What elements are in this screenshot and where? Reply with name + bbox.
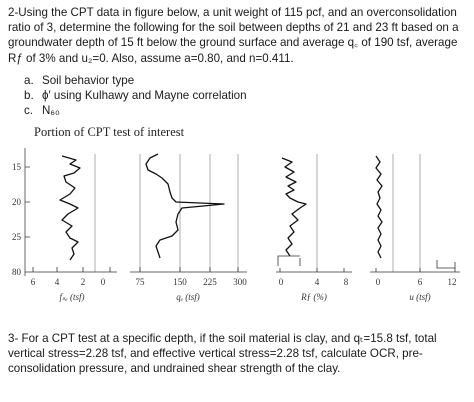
qc-axis [130, 267, 247, 273]
qc-axis-label: qₑ (tsf) [176, 292, 200, 302]
qc-tick-label: 150 [173, 277, 187, 287]
u-axis [370, 268, 460, 273]
rf-axis-label: Rƒ (%) [300, 292, 327, 302]
item-text: ϕ′ using Kulhawy and Mayne correlation [42, 88, 247, 102]
rf-profile-line [281, 157, 307, 257]
u-tick-label: 12 [448, 277, 457, 287]
depth-tick-label: 25 [12, 232, 22, 242]
fs-tick-label: 0 [101, 277, 106, 287]
rf-axis [276, 268, 352, 273]
rf-tick-label: 8 [344, 277, 349, 287]
problem-3-text: 3- For a CPT test at a specific depth, i… [8, 332, 437, 376]
qc-tick-label: 225 [203, 277, 217, 287]
depth-tick-label: 80 [12, 267, 22, 277]
depth-tick-label: 15 [12, 162, 22, 172]
list-item: a. Soil behavior type [24, 74, 247, 89]
item-marker: c. [24, 103, 34, 117]
qc-tick-label: 75 [136, 277, 146, 287]
fs-tick-label: 2 [81, 277, 86, 287]
qc-profile-line [145, 153, 225, 259]
item-marker: a. [24, 74, 34, 87]
item-marker: b. [24, 88, 34, 102]
problem-2-text: 2-Using the CPT data in figure below, a … [8, 6, 459, 65]
item-text: N₆₀ [42, 103, 60, 117]
depth-tick-label: 20 [12, 197, 22, 207]
list-item: b. ϕ′ using Kulhawy and Mayne correlation [24, 89, 247, 104]
fs-profile-line [59, 155, 81, 261]
list-item: c. N₆₀ [24, 104, 247, 119]
rf-tick-label: 4 [315, 277, 320, 287]
fs-tick-label: 6 [31, 277, 36, 287]
problem-2-items: a. Soil behavior type b. ϕ′ using Kulhawy … [24, 74, 247, 118]
u-axis-label: u (tsf) [409, 292, 430, 302]
panel-end-marks [277, 255, 456, 269]
u-tick-label: 6 [418, 277, 423, 287]
fs-tick-label: 4 [55, 277, 60, 287]
fs-axis-label: fₛₑ (tsf) [60, 292, 85, 302]
qc-tick-label: 300 [233, 277, 247, 287]
figure-title: Portion of CPT test of interest [34, 125, 185, 139]
u-tick-label: 0 [376, 277, 381, 287]
rf-tick-label: 0 [279, 277, 284, 287]
item-text: Soil behavior type [42, 74, 135, 87]
u-profile-line [375, 155, 383, 259]
cpt-log-figure: 15 20 25 80 6 4 2 0 75 150 225 300 0 4 8… [12, 148, 460, 302]
fs-axis [30, 267, 117, 273]
